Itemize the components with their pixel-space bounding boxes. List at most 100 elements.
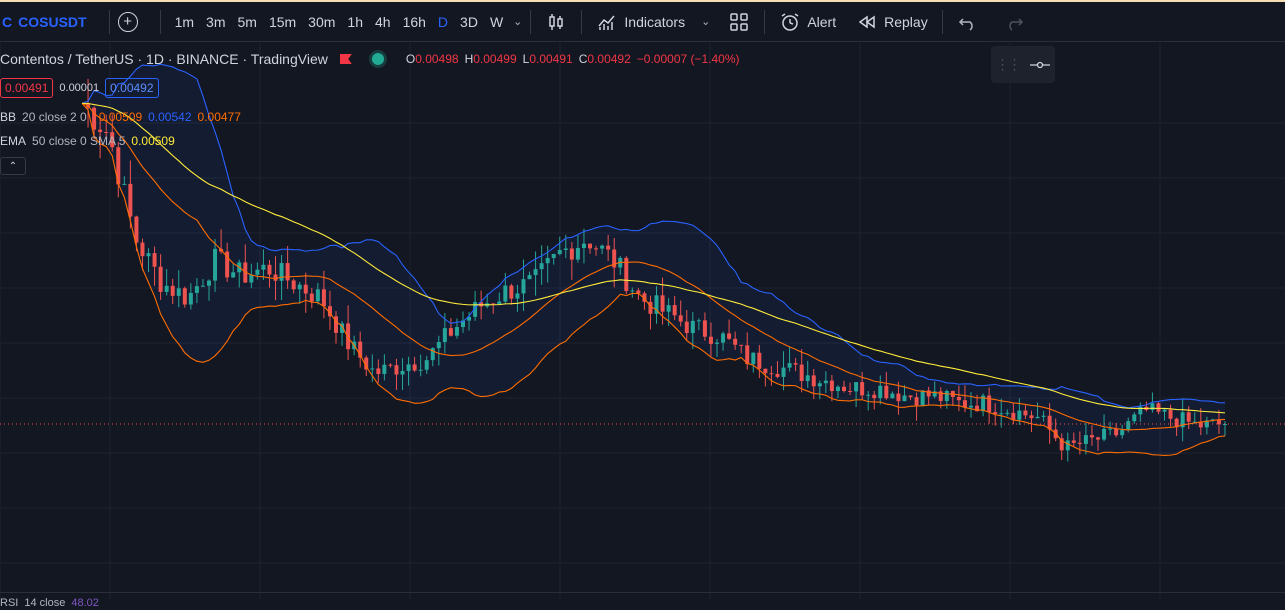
timeframe-3m-button[interactable]: 3m <box>206 13 226 30</box>
legend-collapse-button[interactable]: ⌃ <box>0 157 26 175</box>
candle-body <box>715 342 719 344</box>
candle-body <box>1138 406 1143 415</box>
bb-lower-line <box>81 102 1226 456</box>
candle-body <box>182 288 187 305</box>
candle-body <box>600 245 605 249</box>
rsi-pane-legend[interactable]: RSI 14 close 48.02 <box>0 592 1285 610</box>
candle-body <box>388 364 393 366</box>
candle-body <box>751 352 756 365</box>
timeframe-3d-button[interactable]: 3D <box>460 13 478 30</box>
candle-body <box>636 290 641 294</box>
timeframe-chevron-down-icon[interactable]: ⌄ <box>513 16 523 28</box>
toolbar-separator <box>530 9 532 34</box>
candle-body <box>1035 416 1040 419</box>
candle-body <box>969 405 973 408</box>
timeframe-16h-button[interactable]: 16h <box>402 13 426 30</box>
sell-price-button[interactable]: 0.00491 <box>0 78 54 98</box>
floating-drawing-toolbar: ⋮⋮ <box>991 46 1055 83</box>
candle-body <box>285 263 290 281</box>
alert-button[interactable]: Alert <box>773 11 842 33</box>
timeframe-1m-button[interactable]: 1m <box>174 13 195 30</box>
candle-body <box>176 288 181 296</box>
market-status-dot-icon[interactable] <box>371 53 384 65</box>
candle-body <box>769 373 774 375</box>
candle-body <box>382 364 387 374</box>
indicators-chart-icon <box>598 15 615 30</box>
candle-body <box>811 375 816 387</box>
indicators-chevron-down-icon[interactable]: ⌄ <box>701 16 711 28</box>
timeframe-30m-button[interactable]: 30m <box>308 13 336 30</box>
candle-body <box>321 289 326 307</box>
candle-body <box>249 274 254 283</box>
candle-body <box>781 367 786 377</box>
candle-body <box>467 316 472 321</box>
undo-button[interactable] <box>951 11 985 33</box>
timeframe-4h-button[interactable]: 4h <box>374 13 391 30</box>
candle-body <box>938 391 943 402</box>
series-title[interactable]: Contentos / TetherUS · 1D · BINANCE · Tr… <box>0 51 328 67</box>
undo-icon <box>958 17 973 31</box>
candle-body <box>303 284 308 294</box>
candle-body <box>267 264 272 275</box>
candle-body <box>708 336 713 344</box>
layout-templates-button[interactable] <box>722 11 756 33</box>
candle-body <box>630 290 635 292</box>
candle-body <box>273 274 278 281</box>
close-value: 0.00492 <box>587 52 631 66</box>
candle-body <box>340 323 345 333</box>
timeframe-d-button[interactable]: D <box>437 13 449 30</box>
candle-body <box>672 305 677 316</box>
ema-name: EMA <box>0 134 27 148</box>
buy-price-button[interactable]: 0.00492 <box>105 78 159 98</box>
timeframe-w-button[interactable]: W <box>489 13 504 30</box>
candles-icon <box>549 13 564 30</box>
candle-body <box>412 364 417 371</box>
bb-lower-value: 0.00477 <box>197 110 241 124</box>
bb-basis-line <box>81 102 1226 431</box>
candle-body <box>473 302 478 317</box>
timeframe-5m-button[interactable]: 5m <box>237 13 257 30</box>
replay-button[interactable]: Replay <box>850 11 934 33</box>
candle-body <box>1108 428 1113 430</box>
candle-body <box>98 129 103 133</box>
candle-body <box>1096 437 1100 440</box>
bollinger-band-fill <box>82 64 1225 456</box>
bb-params: 20 close 2 0 <box>22 110 87 124</box>
candle-body <box>739 344 744 346</box>
candle-body <box>1120 430 1125 436</box>
candle-body <box>370 368 375 370</box>
bb-indicator-legend[interactable]: BB 20 close 2 0 0.00509 0.00542 0.00477 <box>0 110 241 124</box>
candle-body <box>678 315 683 322</box>
main-chart-pane[interactable] <box>0 43 1285 599</box>
candle-body <box>763 368 768 374</box>
candle-body <box>521 279 526 294</box>
redo-button[interactable] <box>997 11 1031 33</box>
candle-body <box>188 292 193 305</box>
chevron-up-icon: ⌃ <box>8 160 18 172</box>
candle-body <box>557 250 562 255</box>
symbol-search-button[interactable]: COSUSDT <box>18 13 87 30</box>
horizontal-line-tool-icon[interactable] <box>1029 59 1051 71</box>
candle-body <box>454 327 459 336</box>
timeframe-15m-button[interactable]: 15m <box>268 13 297 30</box>
candle-body <box>122 183 127 185</box>
timeframe-1h-button[interactable]: 1h <box>347 13 363 30</box>
compare-add-symbol-button[interactable]: + <box>117 11 138 32</box>
price-chart[interactable] <box>0 43 1285 599</box>
drag-handle-icon[interactable]: ⋮⋮ <box>995 56 1022 72</box>
ema-indicator-legend[interactable]: EMA 50 close 0 SMA 5 0.00509 <box>0 134 175 148</box>
candle-body <box>134 216 139 243</box>
candle-body <box>944 391 949 402</box>
candle-body <box>1114 428 1119 436</box>
top-toolbar: C COSUSDT + 1m 3m 5m 15m 30m 1h 4h 16h D 3D W ⌄ In… <box>0 2 1285 42</box>
candle-body <box>545 257 550 264</box>
candle-body <box>539 263 544 270</box>
ema-line <box>81 102 1226 414</box>
bid-ask-row: 0.00491 0.00001 0.00492 <box>0 78 159 98</box>
candle-body <box>152 253 157 267</box>
candle-body <box>551 254 556 258</box>
candle-body <box>914 397 919 406</box>
indicators-button[interactable]: Indicators ⌄ <box>590 11 716 33</box>
chart-type-button[interactable] <box>539 11 573 33</box>
flag-icon[interactable] <box>339 54 352 64</box>
